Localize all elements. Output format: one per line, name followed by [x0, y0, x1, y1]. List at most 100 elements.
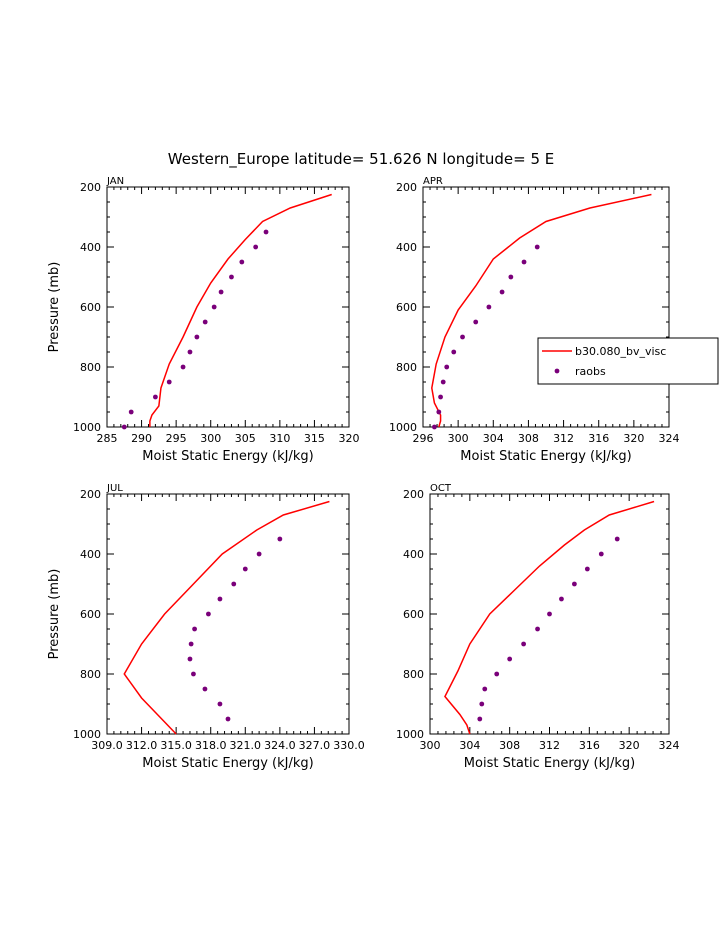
x-tick-label: 308: [518, 432, 539, 445]
x-tick-label: 309.0: [91, 739, 123, 752]
y-tick-label: 200: [396, 181, 417, 194]
y-tick-label: 800: [403, 668, 424, 681]
x-axis-label: Moist Static Energy (kJ/kg): [460, 449, 631, 464]
legend-entry-obs: raobs: [575, 365, 606, 378]
y-tick-label: 200: [80, 488, 101, 501]
obs-point: [239, 259, 245, 265]
obs-point: [231, 581, 237, 587]
obs-point: [217, 596, 223, 602]
obs-point: [473, 319, 479, 325]
x-tick-label: 305: [235, 432, 256, 445]
obs-point: [202, 686, 208, 692]
x-tick-label: 321.0: [230, 739, 262, 752]
obs-point: [479, 701, 485, 707]
obs-point: [432, 424, 437, 430]
y-axis-label: Pressure (mb): [47, 262, 62, 353]
obs-point: [547, 611, 552, 617]
panel-oct: OCT 300 304 308 312 316 320 324 200 400 600 800 1000…: [396, 483, 680, 771]
y-tick-label: 800: [80, 668, 101, 681]
x-tick-label: 285: [97, 432, 118, 445]
obs-point: [482, 686, 488, 692]
y-tick-label: 600: [80, 608, 101, 621]
x-tick-label: 315.0: [160, 739, 192, 752]
y-tick-label: 1000: [396, 728, 424, 741]
x-tick-label: 308: [499, 739, 520, 752]
panel-title: JUL: [106, 483, 123, 494]
obs-point: [534, 244, 540, 250]
x-tick-label: 300: [200, 432, 221, 445]
figure-title: Western_Europe latitude= 51.626 N longit…: [168, 150, 554, 169]
obs-point: [128, 409, 134, 415]
y-tick-label: 600: [396, 301, 417, 314]
obs-point: [253, 244, 259, 250]
panels: JAN 285 290 295 300 305 310 315 320 200 400 600 800 1…: [47, 176, 719, 771]
y-tick-label: 800: [80, 361, 101, 374]
obs-point: [206, 611, 211, 617]
obs-point: [440, 379, 446, 385]
y-tick-label: 1000: [73, 728, 101, 741]
y-tick-label: 200: [80, 181, 101, 194]
x-tick-label: 316: [579, 739, 600, 752]
obs-point: [486, 304, 492, 310]
x-tick-label: 296: [413, 432, 434, 445]
obs-point: [166, 379, 172, 385]
y-tick-label: 1000: [389, 421, 417, 434]
obs-point: [187, 656, 193, 662]
x-tick-label: 295: [166, 432, 187, 445]
x-tick-label: 316: [588, 432, 609, 445]
obs-point: [451, 349, 457, 355]
obs-point: [521, 259, 527, 265]
obs-point: [614, 536, 620, 542]
obs-point: [211, 304, 217, 310]
obs-point: [192, 626, 197, 632]
x-tick-label: 300: [420, 739, 441, 752]
obs-point: [217, 701, 223, 707]
x-tick-label: 310: [269, 432, 290, 445]
obs-point: [242, 566, 248, 572]
obs-point: [191, 671, 196, 677]
panel-title: JAN: [106, 176, 124, 187]
obs-point: [225, 716, 231, 722]
obs-point: [559, 596, 564, 602]
y-tick-label: 600: [80, 301, 101, 314]
y-tick-label: 200: [403, 488, 424, 501]
x-axis-label: Moist Static Energy (kJ/kg): [142, 756, 313, 771]
panel-title: APR: [423, 176, 443, 187]
x-axis-label: Moist Static Energy (kJ/kg): [464, 756, 635, 771]
obs-point: [202, 319, 208, 325]
series-line-model: [431, 193, 652, 428]
y-tick-label: 1000: [73, 421, 101, 434]
x-tick-label: 304: [459, 739, 480, 752]
obs-point: [436, 409, 442, 415]
panel-title: OCT: [430, 483, 452, 494]
obs-point: [584, 566, 590, 572]
obs-point: [444, 364, 450, 370]
plot-frame: [106, 186, 350, 428]
obs-point: [508, 274, 514, 280]
obs-point: [187, 349, 193, 355]
obs-point: [571, 581, 577, 587]
obs-point: [229, 274, 234, 280]
panel-jul: JUL 309.0 312.0 315.0 318.0 321.0 324.0 327.0 33…: [47, 483, 365, 771]
obs-point: [153, 394, 158, 400]
obs-point: [277, 536, 283, 542]
x-tick-label: 320: [339, 432, 360, 445]
x-tick-label: 324: [659, 739, 680, 752]
x-tick-label: 300: [448, 432, 469, 445]
x-tick-label: 312.0: [126, 739, 158, 752]
x-tick-label: 327.0: [299, 739, 331, 752]
x-tick-label: 312: [539, 739, 560, 752]
legend-box: [537, 337, 719, 385]
obs-point: [256, 551, 262, 557]
plot-frame: [106, 493, 350, 735]
x-tick-label: 290: [131, 432, 152, 445]
x-tick-label: 320: [619, 739, 640, 752]
obs-point: [194, 334, 200, 340]
y-tick-label: 400: [396, 241, 417, 254]
x-tick-label: 318.0: [195, 739, 227, 752]
obs-point: [188, 641, 194, 647]
obs-point: [598, 551, 604, 557]
y-tick-label: 400: [80, 548, 101, 561]
